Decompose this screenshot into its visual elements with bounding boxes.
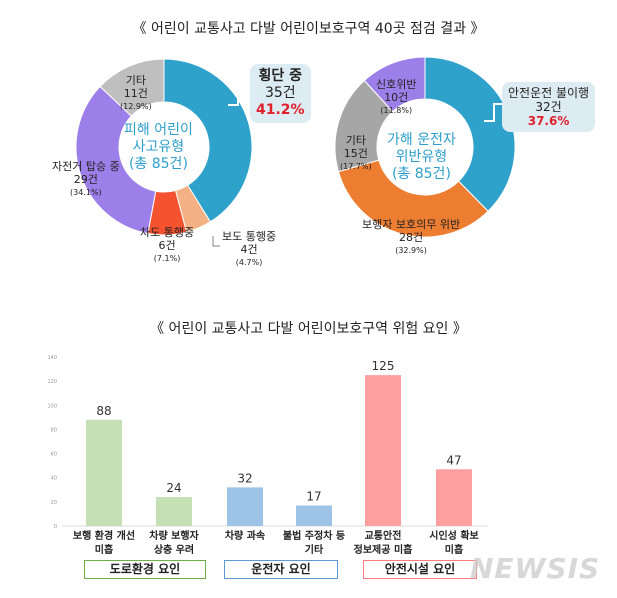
x-category-label: 차량 과속 — [225, 530, 265, 544]
pie2-slice-0 — [424, 56, 516, 212]
category-line: 보행 환경 개선 — [72, 531, 136, 542]
bar-value-label: 125 — [372, 359, 395, 373]
pie2-slice-3 — [363, 56, 426, 113]
slice-label: 기타 — [125, 74, 146, 87]
category-line: 불법 주정차 등 — [282, 531, 346, 542]
pie2-label-pedestrian: 보행자 보호의무 위반 28건 (32.9%) — [362, 218, 460, 257]
slice-pct: (34.1%) — [70, 188, 102, 197]
bar-value-label: 32 — [237, 471, 252, 485]
pie1-callout-leader — [228, 91, 248, 106]
center-line: 피해 어린이 — [124, 122, 193, 138]
group-driver: 운전자 요인 — [224, 560, 338, 579]
y-tick-label: 40 — [51, 476, 57, 482]
slice-label: 보행자 보호의무 위반 — [362, 218, 461, 231]
bar-value-label: 88 — [96, 404, 111, 418]
pie1-slice-4 — [99, 58, 165, 117]
bar — [86, 419, 122, 526]
category-line: 교통안전 — [364, 531, 402, 542]
center-line: 위반유형 — [395, 149, 448, 165]
newsis-watermark: NEWSIS — [470, 552, 601, 585]
slice-pct: 41.2% — [256, 102, 305, 118]
slice-count: 4건 — [240, 243, 258, 256]
slice-label: 안전운전 불이행 — [508, 86, 590, 100]
bar — [227, 487, 263, 526]
pie2-center-label: 가해 운전자 위반유형 (총 85건) — [387, 132, 456, 183]
y-tick-label: 60 — [51, 452, 57, 458]
bar — [296, 505, 332, 526]
slice-count: 10건 — [384, 91, 409, 104]
pie2-callout: 안전운전 불이행 32건 37.6% — [502, 82, 596, 132]
y-tick-label: 20 — [51, 500, 57, 506]
y-tick-label: 140 — [47, 355, 57, 361]
slice-pct: (12.9%) — [120, 102, 152, 111]
category-line: 상충 우려 — [153, 545, 195, 556]
pie-section-title: 《 어린이 교통사고 다발 어린이보호구역 40곳 점검 결과 》 — [132, 21, 485, 37]
pie2-label-signal: 신호위반 10건 (11.8%) — [376, 78, 416, 117]
pie1-label-sidewalk: 보도 통행중 4건 (4.7%) — [222, 230, 276, 269]
pie2-callout-leader — [484, 103, 502, 122]
group-safety-facility: 안전시설 요인 — [363, 560, 477, 579]
group-road-environment: 도로환경 요인 — [84, 560, 206, 579]
pie1-label-bike: 자전거 탑승 중 29건 (34.1%) — [52, 160, 120, 199]
center-line: (총 85건) — [391, 166, 451, 182]
category-line: 정보제공 미흡 — [353, 545, 413, 556]
slice-count: 6건 — [158, 239, 176, 252]
slice-pct: (7.1%) — [153, 254, 181, 263]
slice-count: 15건 — [343, 147, 368, 160]
slice-label: 기타 — [345, 134, 366, 147]
pie1-slice-3 — [75, 85, 157, 235]
slice-label: 자전거 탑승 중 — [52, 160, 120, 173]
slice-count: 29건 — [73, 173, 98, 186]
slice-count: 28건 — [398, 231, 424, 244]
bar-section-title: 《 어린이 교통사고 다발 어린이보호구역 위험 요인 》 — [150, 321, 467, 337]
slice-pct: 37.6% — [527, 114, 570, 128]
category-line: 차량 보행자 — [149, 531, 199, 542]
category-line: 미흡 — [94, 545, 114, 556]
category-line: 차량 과속 — [224, 531, 266, 542]
slice-count: 11건 — [123, 87, 148, 100]
bar-value-label: 17 — [306, 489, 321, 503]
pie1-sidewalk-leader — [212, 236, 220, 247]
center-line: (총 85건) — [128, 156, 188, 172]
slice-count: 35건 — [264, 85, 296, 101]
slice-label: 보도 통행중 — [222, 230, 277, 243]
pie1-slice-0 — [163, 58, 253, 223]
slice-pct: (17.7%) — [340, 162, 372, 171]
slice-pct: (4.7%) — [235, 258, 263, 267]
bar — [156, 497, 192, 526]
center-line: 사고유형 — [132, 139, 185, 155]
slice-label: 차도 통행중 — [140, 226, 195, 239]
pie2-slice-1 — [337, 159, 489, 238]
slice-count: 32건 — [535, 100, 562, 114]
center-line: 가해 운전자 — [387, 132, 456, 148]
y-tick-label: 0 — [54, 524, 57, 530]
y-tick-label: 120 — [47, 379, 57, 385]
bar-value-label: 24 — [166, 481, 181, 495]
pie1-callout: 횡단 중 35건 41.2% — [250, 64, 311, 123]
pie2-label-other: 기타 15건 (17.7%) — [340, 134, 372, 173]
pie1-center-label: 피해 어린이 사고유형 (총 85건) — [124, 122, 193, 173]
y-tick-label: 100 — [47, 403, 57, 409]
slice-pct: (11.8%) — [380, 106, 413, 115]
pie1-label-other: 기타 11건 (12.9%) — [120, 74, 152, 113]
pie1-label-road: 차도 통행중 6건 (7.1%) — [140, 226, 194, 265]
slice-pct: (32.9%) — [395, 246, 427, 255]
slice-label: 횡단 중 — [258, 68, 303, 84]
y-tick-label: 80 — [51, 427, 57, 433]
category-line: 시인성 확보 — [429, 531, 479, 542]
slice-label: 신호위반 — [376, 78, 417, 91]
bar — [365, 375, 401, 526]
category-line: 미흡 — [444, 545, 464, 556]
category-line: 기타 — [304, 545, 324, 556]
bar — [436, 469, 472, 526]
bar-value-label: 47 — [446, 453, 461, 467]
